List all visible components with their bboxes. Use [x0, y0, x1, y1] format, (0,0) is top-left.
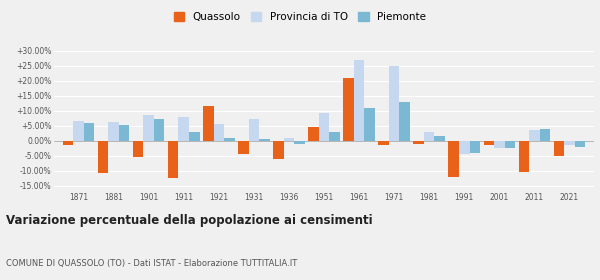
Bar	[168, 141, 178, 178]
Bar	[424, 132, 434, 141]
Bar	[203, 106, 214, 141]
Bar	[273, 141, 284, 159]
Bar	[329, 132, 340, 141]
Legend: Quassolo, Provincia di TO, Piemonte: Quassolo, Provincia di TO, Piemonte	[170, 8, 430, 26]
Bar	[459, 141, 470, 154]
Bar	[84, 123, 94, 141]
Bar	[259, 139, 269, 141]
Bar	[73, 121, 84, 141]
Bar	[133, 141, 143, 157]
Text: COMUNE DI QUASSOLO (TO) - Dati ISTAT - Elaborazione TUTTITALIA.IT: COMUNE DI QUASSOLO (TO) - Dati ISTAT - E…	[6, 259, 297, 268]
Bar	[484, 141, 494, 145]
Bar	[575, 141, 585, 147]
Bar	[294, 141, 305, 144]
Bar	[248, 119, 259, 141]
Bar	[224, 139, 235, 141]
Bar	[178, 117, 189, 141]
Bar	[379, 141, 389, 145]
Bar	[98, 141, 109, 173]
Bar	[505, 141, 515, 148]
Bar	[529, 130, 539, 141]
Bar	[554, 141, 564, 156]
Bar	[470, 141, 480, 153]
Bar	[214, 124, 224, 141]
Bar	[238, 141, 248, 154]
Bar	[343, 78, 354, 141]
Bar	[143, 115, 154, 141]
Bar	[63, 141, 73, 145]
Bar	[518, 141, 529, 172]
Bar	[448, 141, 459, 177]
Bar	[539, 129, 550, 141]
Bar	[400, 102, 410, 141]
Bar	[413, 141, 424, 144]
Text: Variazione percentuale della popolazione ai censimenti: Variazione percentuale della popolazione…	[6, 214, 373, 227]
Bar	[364, 108, 375, 141]
Bar	[319, 113, 329, 141]
Bar	[119, 125, 130, 141]
Bar	[494, 141, 505, 148]
Bar	[354, 60, 364, 141]
Bar	[154, 119, 164, 141]
Bar	[109, 122, 119, 141]
Bar	[389, 66, 400, 141]
Bar	[308, 127, 319, 141]
Bar	[564, 141, 575, 145]
Bar	[434, 136, 445, 141]
Bar	[189, 132, 200, 141]
Bar	[284, 137, 294, 141]
